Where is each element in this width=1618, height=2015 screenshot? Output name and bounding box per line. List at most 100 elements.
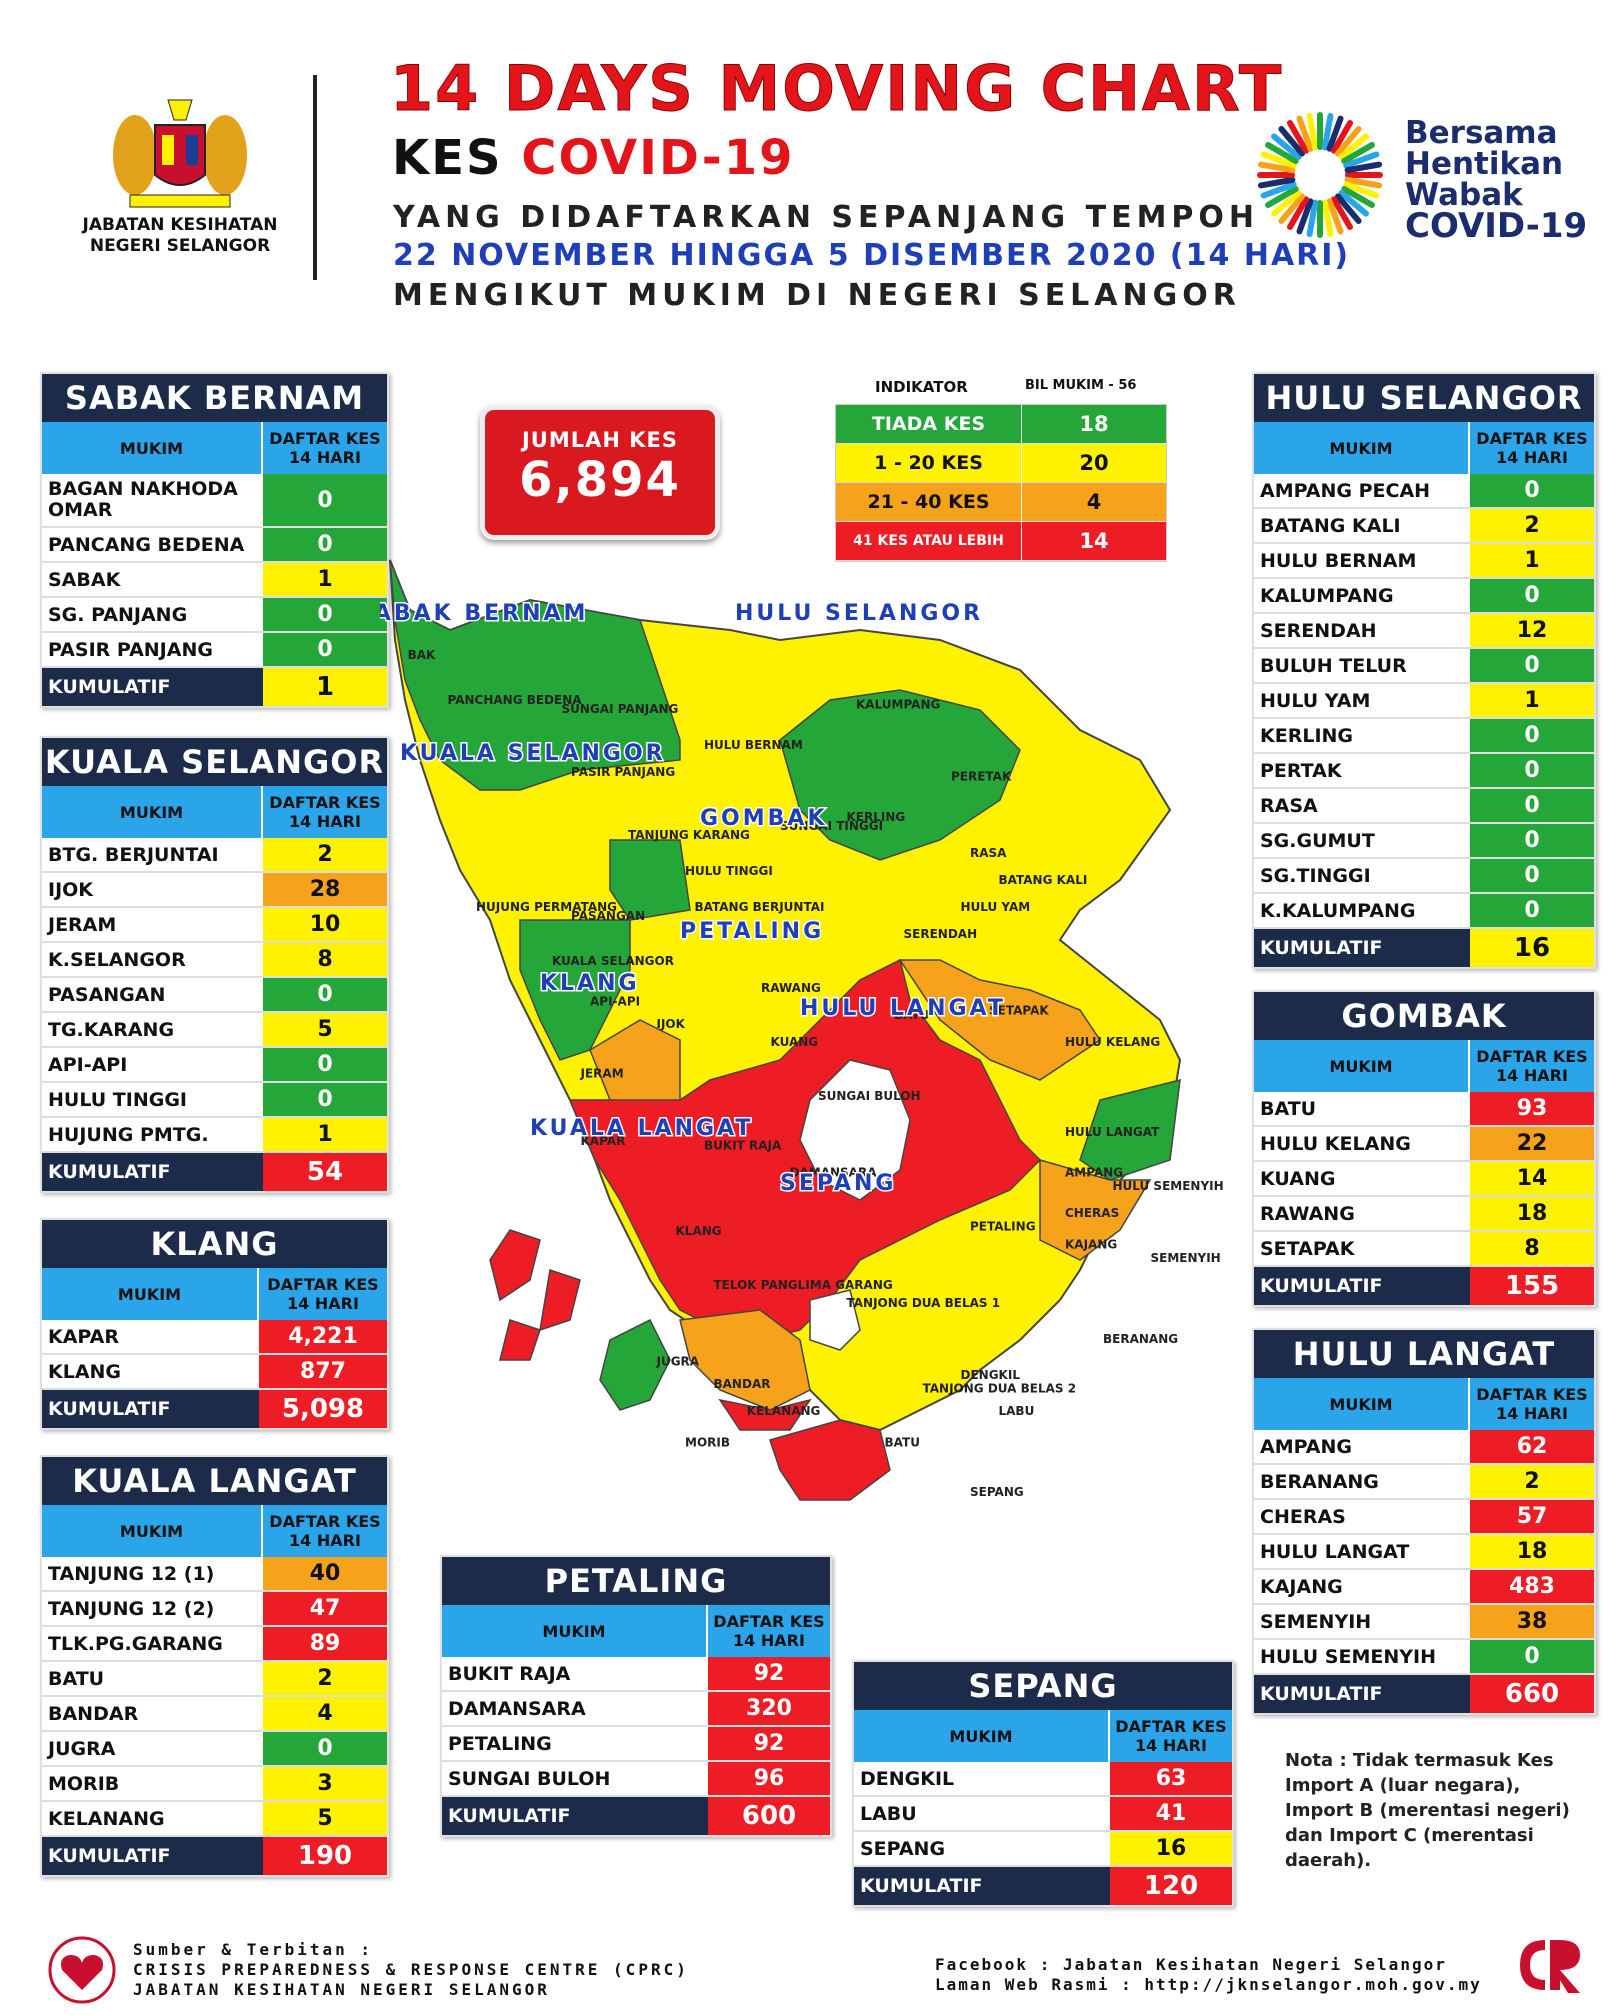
table-row: KAPAR 4,221 [42,1320,387,1355]
mukim-label: HULU KELANG [1065,1035,1160,1049]
table-kuala-langat: KUALA LANGAT MUKIM DAFTAR KES 14 HARI TA… [40,1455,389,1877]
mukim-label: HULU BERNAM [704,738,803,752]
table-row: MORIB 3 [42,1767,387,1802]
mukim-name: JUGRA [48,1737,116,1760]
mukim-name: PERTAK [1260,759,1342,782]
sunburst-ray [1338,189,1369,217]
mukim-name: LABU [860,1802,917,1825]
header-daftar-text: DAFTAR KES [1476,1047,1588,1066]
mukim-name: CHERAS [1260,1505,1346,1528]
header-daftar-kes: DAFTAR KES 14 HARI [1468,422,1594,474]
case-count: 92 [708,1657,830,1690]
table-row: BTG. BERJUNTAI 2 [42,838,387,873]
region-hulu-kelang [898,959,1102,1081]
sunburst-ray [1321,112,1334,151]
sunburst-ray [1331,196,1353,230]
table-row: TANJUNG 12 (1) 40 [42,1557,387,1592]
kumulatif-label: KUMULATIF [1260,937,1383,959]
header-days-text: 14 HARI [1496,1066,1568,1085]
table-row: BUKIT RAJA 92 [442,1657,830,1692]
case-count: 8 [263,943,387,976]
district-label: HULU SELANGOR [735,601,983,626]
moh-heart-logo-icon [48,1936,116,2004]
table-row: HULU LANGAT 18 [1254,1535,1594,1570]
case-count: 320 [708,1692,830,1725]
sunburst-ray [1260,181,1297,199]
case-count: 41 [1110,1797,1232,1830]
mukim-label: KAPAR [581,1134,626,1148]
mukim-label: KELANANG [747,1404,821,1418]
header-daftar-text: DAFTAR KES [713,1612,825,1631]
kumulatif-label: KUMULATIF [448,1805,571,1827]
mukim-label: SEPANG [970,1485,1024,1499]
mukim-name: SG. PANJANG [48,603,188,626]
mukim-name: TANJUNG 12 (1) [48,1562,215,1585]
kes-title: KES COVID-19 [392,130,794,186]
case-count: 18 [1470,1197,1594,1230]
sunburst-ray [1287,196,1309,230]
mukim-label: BANDAR [714,1377,771,1391]
table-header: MUKIM DAFTAR KES 14 HARI [42,1505,387,1557]
mukim-label: SEMENYIH [1151,1251,1221,1265]
table-row: SETAPAK 8 [1254,1232,1594,1267]
mukim-label: RAWANG [761,981,821,995]
indicator-head-left: INDIKATOR [875,378,968,396]
table-row: IJOK 28 [42,873,387,908]
sunburst-ray [1343,151,1380,169]
table-klang: KLANG MUKIM DAFTAR KES 14 HARI KAPAR 4,2… [40,1218,389,1430]
table-row: TG.KARANG 5 [42,1013,387,1048]
state-crest-block: JABATAN KESIHATAN NEGERI SELANGOR [70,95,290,257]
kumulatif-label: KUMULATIF [48,1398,171,1420]
malaysia-crest-icon [113,99,247,208]
case-count: 1 [1470,684,1594,717]
header-daftar-text: DAFTAR KES [269,793,381,812]
kumulatif-value: 54 [263,1153,387,1191]
sunburst-ray [1306,112,1319,151]
header-divider [313,75,317,280]
kumulatif-label: KUMULATIF [48,676,171,698]
indicator-head-right: BIL MUKIM - 56 [1025,378,1137,393]
mukim-label: BATANG BERJUNTAI [695,900,825,914]
table-hulu-langat: HULU LANGAT MUKIM DAFTAR KES 14 HARI AMP… [1252,1328,1596,1715]
case-count: 28 [263,873,387,906]
mukim-name: BTG. BERJUNTAI [48,843,219,866]
mukim-label: API-API [590,995,640,1009]
indicator-label: 21 - 40 KES [867,491,990,513]
indicator-value: 20 [1021,444,1166,482]
mukim-name: RAWANG [1260,1202,1355,1225]
kumulatif-value: 190 [263,1837,387,1875]
sunburst-ray [1326,198,1344,235]
sunburst-ray [1257,161,1296,174]
region-tanjong-dua-belas-1 [679,1309,811,1411]
sunburst-ray [1326,115,1344,152]
sunburst-ray [1343,181,1380,199]
header-daftar-text: DAFTAR KES [1476,1385,1588,1404]
mukim-label: TANJONG DUA BELAS 1 [847,1296,1001,1310]
district-title: HULU SELANGOR [1254,374,1594,422]
mukim-name: KLANG [48,1360,122,1383]
mukim-label: AMPANG [1065,1166,1123,1180]
kumulatif-row: KUMULATIF 190 [42,1837,387,1875]
sunburst-ray [1341,186,1375,208]
mukim-name: K.SELANGOR [48,948,186,971]
total-cases-box: JUMLAH KES 6,894 [480,405,720,540]
mukim-name: BATU [48,1667,105,1690]
contact-info: Facebook : Jabatan Kesihatan Negeri Sela… [935,1955,1482,1995]
kumulatif-row: KUMULATIF 600 [442,1797,830,1835]
mukim-name: SUNGAI BULOH [448,1767,611,1790]
header-daftar-kes: DAFTAR KES 14 HARI [261,786,387,838]
mukim-label: KERLING [847,810,906,824]
table-row: BULUH TELUR 0 [1254,649,1594,684]
campaign-line1: Bersama [1405,115,1558,151]
mukim-name: SEMENYIH [1260,1610,1372,1633]
table-row: SEMENYIH 38 [1254,1605,1594,1640]
sunburst-ray [1344,161,1383,174]
sunburst-ray [1334,193,1362,224]
mukim-label: JUGRA [656,1355,700,1369]
mukim-name: BERANANG [1260,1470,1379,1493]
table-row: BATU 2 [42,1662,387,1697]
mukim-name: BULUH TELUR [1260,654,1407,677]
case-count: 93 [1470,1092,1594,1125]
kumulatif-row: KUMULATIF 660 [1254,1675,1594,1713]
